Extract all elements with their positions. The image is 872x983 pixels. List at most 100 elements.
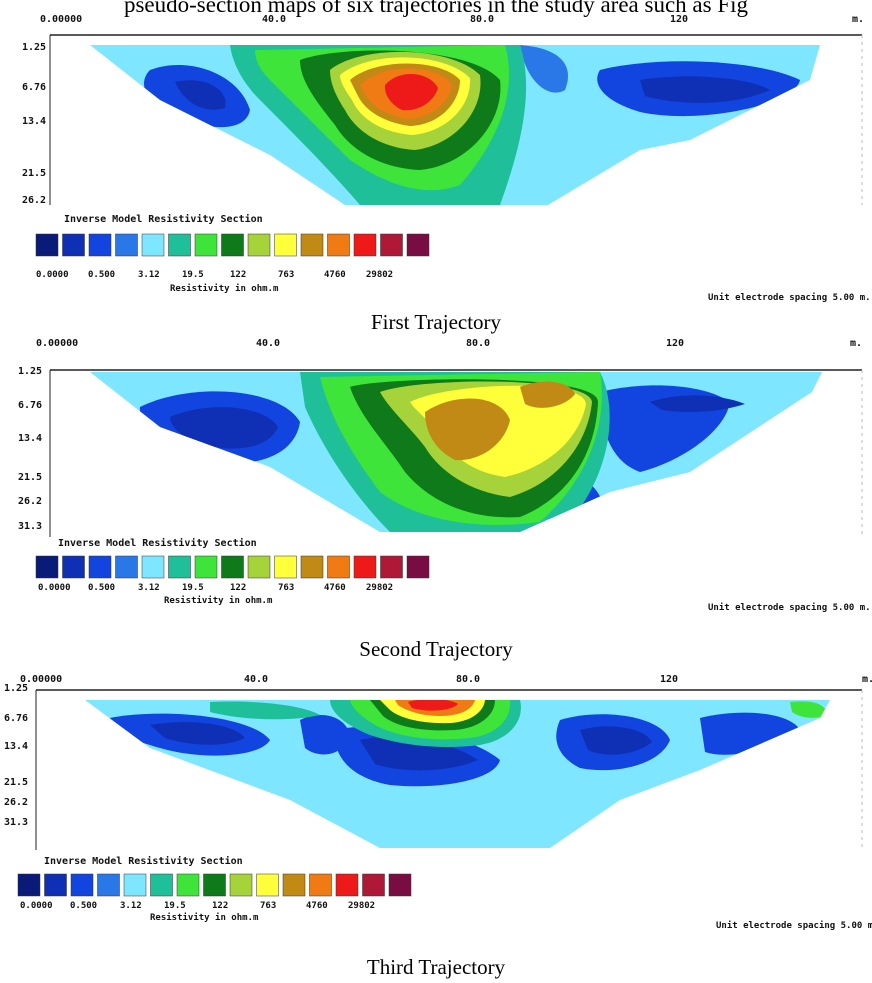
legend-swatch: [327, 233, 350, 257]
legend-unit: Resistivity in ohm.m: [150, 912, 259, 923]
resistivity-section: [90, 372, 822, 532]
legend-tick: 3.12: [120, 901, 142, 911]
caption-third: Third Trajectory: [366, 955, 506, 979]
legend-swatch: [362, 873, 385, 897]
legend-swatch: [88, 555, 112, 579]
legend-tick: 4760: [306, 901, 328, 911]
legend-swatch: [123, 873, 147, 897]
electrode-note: Unit electrode spacing 5.00 m.: [708, 602, 871, 613]
resistivity-section: [90, 45, 820, 205]
legend-swatch: [327, 555, 350, 579]
depth-label: 6.76: [4, 713, 28, 724]
legend-unit: Resistivity in ohm.m: [164, 595, 273, 606]
legend-swatch: [247, 555, 271, 579]
legend-swatch: [97, 873, 120, 897]
legend-title: Inverse Model Resistivity Section: [44, 855, 243, 867]
legend-tick: 29802: [348, 901, 375, 911]
legend-tick: 763: [260, 901, 276, 911]
electrode-note: Unit electrode spacing 5.00 m.: [716, 920, 872, 931]
legend-tick: 29802: [366, 583, 393, 593]
legend-tick: 0.500: [88, 270, 115, 280]
depth-label: 26.2: [18, 496, 42, 507]
legend-swatch: [88, 233, 112, 257]
legend-tick: 122: [212, 901, 228, 911]
legend-swatch: [309, 873, 332, 897]
legend-swatch: [141, 233, 165, 257]
depth-label: 31.3: [18, 521, 42, 532]
legend: Inverse Model Resistivity Section 0.0000…: [17, 855, 412, 923]
legend-swatch: [35, 555, 59, 579]
legend-swatch: [353, 233, 377, 257]
legend-swatch: [256, 873, 279, 897]
depth-label: 13.4: [18, 433, 42, 444]
x-tick: 0.00000: [36, 338, 78, 349]
legend-tick: 122: [230, 583, 246, 593]
legend-swatch: [176, 873, 200, 897]
x-tick: 80.0: [470, 14, 494, 25]
x-tick: 40.0: [262, 14, 286, 25]
legend-swatch: [335, 873, 359, 897]
x-tick: 120: [660, 674, 678, 685]
x-unit: m.: [862, 674, 872, 685]
legend-swatch: [44, 873, 67, 897]
depth-label: 1.25: [18, 366, 42, 377]
legend-tick: 3.12: [138, 270, 160, 280]
header-text: pseudo-section maps of six trajectories …: [123, 0, 749, 17]
x-unit: m.: [852, 14, 864, 25]
legend-swatch: [406, 233, 430, 257]
legend-swatch: [70, 873, 94, 897]
x-tick: 40.0: [256, 338, 280, 349]
legend-swatch: [62, 555, 85, 579]
x-tick: 80.0: [466, 338, 490, 349]
legend: Inverse Model Resistivity Section 0.0000…: [35, 213, 430, 294]
legend-swatch: [300, 555, 324, 579]
legend-tick: 0.0000: [20, 901, 53, 911]
depth-label: 6.76: [18, 400, 42, 411]
x-tick: 40.0: [244, 674, 268, 685]
resistivity-section: [85, 700, 830, 848]
legend-swatch: [388, 873, 412, 897]
legend-swatch: [274, 233, 297, 257]
legend-swatch: [282, 873, 306, 897]
depth-label: 21.5: [4, 777, 28, 788]
depth-label: 6.76: [22, 82, 46, 93]
pseudo-section-third: 0.00000 40.0 80.0 120 m. 1.25 6.76 13.4 …: [4, 674, 872, 931]
legend-tick: 0.500: [88, 583, 115, 593]
legend-swatch: [380, 555, 403, 579]
electrode-note: Unit electrode spacing 5.00 m.: [708, 292, 871, 303]
caption-first: First Trajectory: [370, 310, 502, 334]
legend-swatch: [300, 233, 324, 257]
legend-swatch: [274, 555, 297, 579]
depth-label: 21.5: [18, 472, 42, 483]
legend-swatch: [168, 233, 191, 257]
x-tick: 0.00000: [20, 674, 62, 685]
legend-swatch: [141, 555, 165, 579]
depth-label: 13.4: [4, 741, 28, 752]
legend-swatch: [35, 233, 59, 257]
legend-swatch: [115, 233, 138, 257]
legend-tick: 763: [278, 270, 294, 280]
legend-tick: 763: [278, 583, 294, 593]
legend-unit: Resistivity in ohm.m: [170, 283, 279, 294]
depth-label: 21.5: [22, 168, 46, 179]
legend-tick: 122: [230, 270, 246, 280]
legend-swatch: [62, 233, 85, 257]
depth-label: 26.2: [4, 797, 28, 808]
legend-swatch: [247, 233, 271, 257]
legend-swatch: [168, 555, 191, 579]
legend-tick: 29802: [366, 270, 393, 280]
x-tick: 120: [666, 338, 684, 349]
legend-tick: 4760: [324, 270, 346, 280]
x-tick: 120: [670, 14, 688, 25]
legend-tick: 0.0000: [36, 270, 69, 280]
legend-swatch: [194, 555, 218, 579]
depth-label: 31.3: [4, 817, 28, 828]
x-tick: 0.00000: [40, 14, 82, 25]
legend-tick: 19.5: [182, 270, 204, 280]
legend-tick: 19.5: [164, 901, 186, 911]
depth-label: 1.25: [4, 683, 28, 694]
legend-swatch: [221, 233, 244, 257]
depth-label: 13.4: [22, 116, 46, 127]
legend-swatch: [353, 555, 377, 579]
legend-tick: 3.12: [138, 583, 160, 593]
